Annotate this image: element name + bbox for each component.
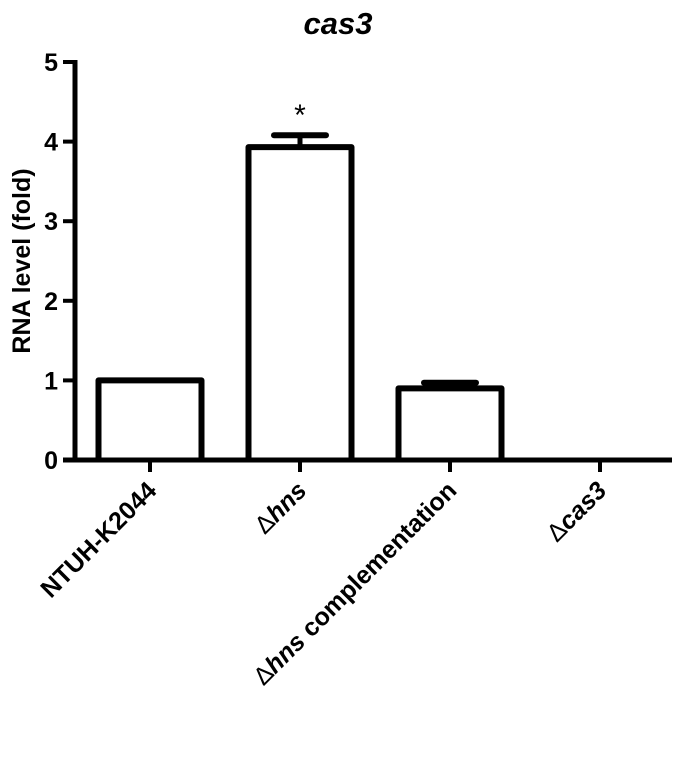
x-category-label: NTUH-K2044 (35, 476, 162, 603)
y-tick-label: 1 (44, 367, 58, 395)
x-axis (63, 457, 672, 472)
y-tick-label: 5 (44, 49, 58, 77)
bars: * (95, 99, 505, 460)
y-axis-label: RNA level (fold) (8, 168, 36, 353)
y-tick-label: 2 (44, 288, 58, 316)
x-category-label: Δhns (249, 476, 312, 539)
y-axis: 0 1 2 3 4 5 (44, 49, 78, 475)
significance-marker: * (294, 99, 306, 132)
y-tick-label: 4 (44, 129, 58, 157)
x-category-label: Δcas3 (541, 476, 612, 547)
y-tick-label: 0 (44, 447, 58, 475)
bar (95, 377, 205, 460)
chart-title: cas3 (304, 6, 373, 41)
bar (395, 379, 505, 460)
y-tick-label: 3 (44, 208, 58, 236)
bar: * (245, 99, 355, 460)
